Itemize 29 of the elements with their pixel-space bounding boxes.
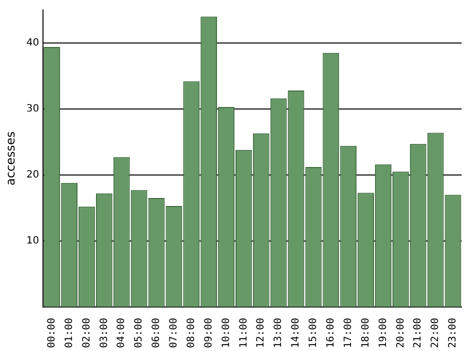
x-tick-label: 19:00 xyxy=(378,318,389,348)
x-tick-label: 12:00 xyxy=(256,318,267,348)
x-tick-label: 10:00 xyxy=(220,318,232,348)
x-tick-label: 18:00 xyxy=(360,318,372,348)
y-axis-title: accesses xyxy=(3,131,18,186)
x-tick-label: 01:00 xyxy=(64,318,75,348)
y-tick-label: 20 xyxy=(26,170,40,181)
x-tick-label: 17:00 xyxy=(342,318,354,348)
x-tick-label: 09:00 xyxy=(203,318,214,348)
x-tick-label: 22:00 xyxy=(430,318,442,348)
y-tick-label: 30 xyxy=(26,104,40,115)
x-tick-label: 05:00 xyxy=(134,318,145,348)
x-tick-label: 13:00 xyxy=(273,318,284,348)
x-tick-label: 21:00 xyxy=(412,318,424,348)
y-tick-label: 10 xyxy=(26,236,40,247)
x-tick-label: 11:00 xyxy=(238,318,250,348)
x-tick-label: 08:00 xyxy=(186,318,197,348)
x-tick-label: 03:00 xyxy=(98,318,110,348)
x-tick-label: 23:00 xyxy=(448,318,459,348)
x-tick-label: 07:00 xyxy=(168,318,180,348)
x-tick-label: 06:00 xyxy=(151,318,162,348)
x-tick-label: 00:00 xyxy=(46,318,58,348)
y-tick-label: 40 xyxy=(26,38,40,49)
x-tick-label: 20:00 xyxy=(395,318,406,348)
x-tick-label: 04:00 xyxy=(116,318,128,348)
x-tick-label: 16:00 xyxy=(326,318,337,348)
x-tick-label: 14:00 xyxy=(290,318,302,348)
x-tick-label: 15:00 xyxy=(308,318,320,348)
x-tick-label: 02:00 xyxy=(81,318,92,348)
